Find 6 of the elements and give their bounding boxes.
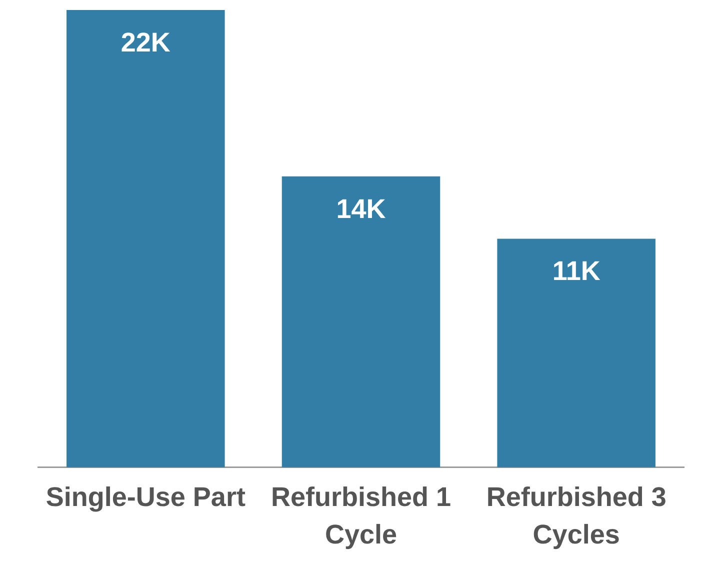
data-label: 22K: [120, 27, 171, 58]
data-label: 14K: [336, 194, 386, 224]
x-tick-label: Single-Use Part: [46, 482, 246, 512]
x-tick-label: Refurbished 1 Cycle: [270, 482, 452, 550]
data-label: 11K: [552, 256, 601, 286]
x-tick-label: Refurbished 3 Cycles: [486, 482, 666, 550]
